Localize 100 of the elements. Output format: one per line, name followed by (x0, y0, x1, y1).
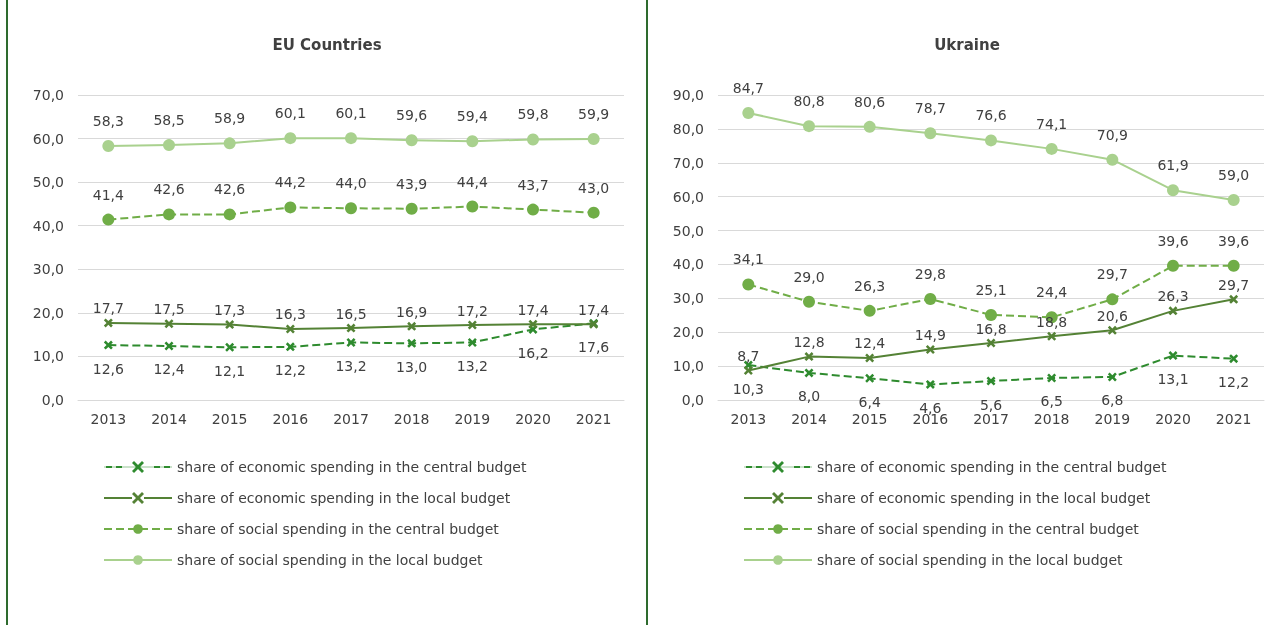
y-tick-label: 90,0 (672, 87, 704, 103)
x-tick-label: 2013 (730, 411, 767, 427)
y-tick-label: 40,0 (672, 256, 704, 273)
point (407, 321, 417, 331)
point (346, 337, 356, 347)
x-tick-label: 2016 (272, 411, 309, 427)
point (1045, 142, 1058, 155)
data-label: 5,6 (979, 396, 1003, 413)
point (865, 353, 875, 363)
data-label: 61,9 (1157, 157, 1189, 174)
y-tick-label: 50,0 (672, 222, 704, 239)
data-label: 12,1 (214, 362, 246, 379)
point (407, 338, 417, 348)
data-label: 29,0 (793, 268, 825, 285)
point (924, 293, 937, 306)
y-tick-label: 30,0 (32, 261, 64, 278)
data-label: 29,8 (914, 266, 946, 283)
point (345, 202, 357, 215)
data-label: 16,8 (975, 320, 1007, 337)
point (1106, 293, 1119, 306)
point (466, 200, 479, 213)
point (1229, 294, 1239, 304)
data-label: 59,0 (1218, 167, 1250, 184)
point (466, 135, 479, 148)
point (285, 324, 295, 334)
point (527, 133, 539, 146)
data-label: 13,2 (456, 357, 488, 374)
point (285, 342, 295, 352)
y-tick-label: 30,0 (672, 290, 704, 307)
point (742, 106, 755, 119)
data-label: 17,5 (153, 301, 185, 318)
data-label: 78,7 (914, 100, 946, 117)
data-label: 17,4 (517, 301, 549, 318)
point (1047, 373, 1057, 383)
data-label: 58,3 (92, 112, 124, 129)
data-label: 70,9 (1096, 126, 1128, 143)
point (1227, 259, 1240, 272)
data-label: 58,5 (153, 112, 185, 129)
point (225, 320, 235, 330)
point (1229, 354, 1239, 364)
point (102, 139, 115, 152)
data-label: 26,3 (854, 277, 886, 294)
point (1047, 331, 1057, 341)
y-tick-label: 20,0 (672, 324, 704, 341)
x-tick-label: 2019 (1094, 411, 1131, 427)
data-label: 12,6 (92, 360, 125, 377)
data-label: 59,6 (396, 107, 428, 124)
point (405, 202, 418, 215)
data-label: 6,5 (1040, 393, 1063, 410)
point (587, 206, 600, 219)
data-label: 60,1 (335, 105, 367, 122)
data-label: 39,6 (1218, 232, 1250, 249)
point (1107, 372, 1117, 382)
x-tick-label: 2020 (1155, 411, 1191, 427)
point (103, 340, 113, 350)
point (1168, 351, 1178, 361)
y-tick-label: 0,0 (681, 392, 704, 408)
data-label: 12,2 (1218, 374, 1250, 391)
y-tick-label: 0,0 (41, 392, 64, 408)
data-label: 13,0 (396, 358, 428, 375)
data-label: 42,6 (214, 181, 246, 198)
point (284, 201, 297, 214)
data-label: 16,2 (517, 344, 549, 361)
legend-label: share of social spending in the local budget (177, 552, 484, 568)
data-label: 12,4 (153, 361, 185, 378)
data-label: 34,1 (732, 251, 764, 268)
point (225, 342, 235, 352)
data-label: 13,1 (1157, 371, 1189, 388)
data-label: 25,1 (975, 281, 1007, 298)
data-label: 17,2 (456, 302, 488, 319)
x-tick-label: 2021 (575, 411, 612, 427)
point (223, 208, 236, 221)
legend-label: share of economic spending in the central budget (817, 459, 1167, 475)
data-label: 17,4 (578, 301, 610, 318)
data-label: 26,3 (1157, 288, 1189, 305)
data-label: 60,1 (274, 105, 306, 122)
data-label: 18,8 (1036, 313, 1068, 330)
x-tick-label: 2015 (211, 411, 248, 427)
point (1167, 259, 1179, 272)
point (405, 134, 418, 147)
chart-title: EU Countries (272, 35, 382, 54)
data-label: 43,7 (517, 176, 549, 193)
point (1167, 184, 1179, 197)
point (863, 304, 876, 317)
legend-label: share of economic spending in the local budget (177, 490, 511, 506)
data-label: 44,0 (335, 175, 367, 192)
chart-title: Ukraine (934, 35, 1000, 54)
point (865, 373, 875, 383)
point (102, 213, 115, 226)
data-label: 6,4 (858, 393, 881, 410)
data-label: 42,6 (153, 181, 185, 198)
point (804, 352, 814, 362)
y-tick-label: 10,0 (32, 348, 64, 365)
data-label: 80,6 (854, 93, 886, 110)
data-label: 59,4 (456, 108, 489, 125)
point (163, 208, 175, 221)
x-tick-label: 2019 (454, 411, 491, 427)
data-label: 43,9 (396, 175, 428, 192)
data-label: 44,2 (274, 174, 306, 191)
data-label: 76,6 (975, 107, 1007, 124)
